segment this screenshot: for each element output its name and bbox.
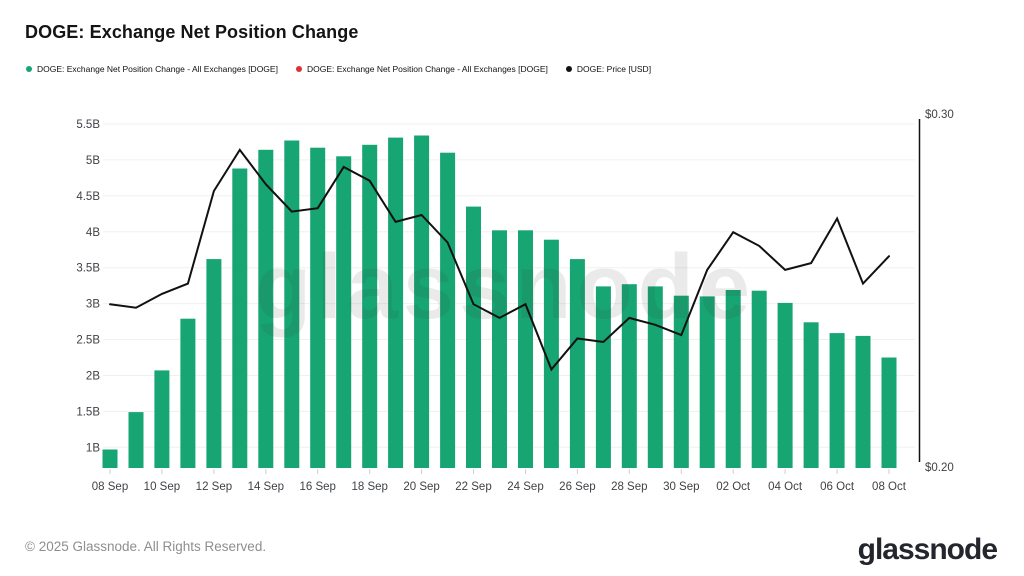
svg-text:3B: 3B — [86, 299, 100, 311]
right-axis-labels: $0.30 $0.20 — [925, 109, 954, 474]
svg-text:1B: 1B — [86, 442, 100, 454]
bar-10-sep[interactable] — [154, 370, 170, 468]
chart-legend: DOGE: Exchange Net Position Change - All… — [26, 62, 651, 76]
svg-text:2.5B: 2.5B — [76, 335, 100, 347]
bar-03-oct[interactable] — [751, 290, 767, 468]
glassnode-logo: glassnode — [857, 533, 998, 566]
svg-text:06 Oct: 06 Oct — [820, 481, 855, 493]
svg-text:22 Sep: 22 Sep — [455, 481, 491, 493]
bar-22-sep[interactable] — [466, 206, 481, 468]
bar-06-oct[interactable] — [829, 333, 845, 468]
bar-29-sep[interactable] — [647, 286, 663, 468]
bar-25-sep[interactable] — [543, 239, 559, 468]
left-axis-labels: 5.5B 5B 4.5B 4B 3.5B 3B 2.5B 2B 1.5B 1B — [76, 119, 100, 454]
x-axis-ticks — [109, 469, 890, 474]
bar-27-sep[interactable] — [595, 286, 611, 468]
bar-17-sep[interactable] — [336, 156, 352, 469]
price-line[interactable] — [109, 148, 890, 372]
svg-text:30 Sep: 30 Sep — [663, 481, 699, 493]
bar-23-sep[interactable] — [492, 230, 507, 468]
watermark-text: glassnode — [255, 236, 755, 338]
bar-11-sep[interactable] — [180, 318, 196, 468]
svg-text:2B: 2B — [86, 371, 100, 383]
svg-text:14 Sep: 14 Sep — [248, 481, 284, 493]
svg-text:08 Oct: 08 Oct — [872, 481, 907, 493]
svg-text:04 Oct: 04 Oct — [768, 481, 803, 493]
svg-text:26 Sep: 26 Sep — [559, 481, 595, 493]
svg-text:3.5B: 3.5B — [76, 263, 100, 275]
svg-text:28 Sep: 28 Sep — [611, 481, 647, 493]
bar-05-oct[interactable] — [803, 322, 819, 468]
legend-item-net-position-green[interactable]: DOGE: Exchange Net Position Change - All… — [26, 64, 278, 74]
bar-04-oct[interactable] — [777, 302, 793, 468]
svg-text:16 Sep: 16 Sep — [299, 481, 335, 493]
svg-text:4B: 4B — [86, 227, 100, 239]
svg-text:$0.20: $0.20 — [925, 462, 954, 474]
legend-item-net-position-red[interactable]: DOGE: Exchange Net Position Change - All… — [295, 64, 548, 74]
legend-label: DOGE: Exchange Net Position Change - All… — [306, 64, 548, 74]
bar-15-sep[interactable] — [284, 140, 300, 469]
svg-text:02 Oct: 02 Oct — [716, 481, 751, 493]
svg-text:$0.30: $0.30 — [925, 109, 954, 121]
bar-09-sep[interactable] — [128, 412, 144, 468]
bar-18-sep[interactable] — [362, 144, 378, 469]
bar-13-sep[interactable] — [232, 168, 248, 469]
bar-24-sep[interactable] — [518, 230, 533, 468]
bar-21-sep[interactable] — [440, 152, 456, 468]
svg-text:5B: 5B — [86, 155, 100, 167]
bar-08-oct[interactable] — [881, 357, 897, 469]
bar-12-sep[interactable] — [206, 259, 222, 468]
svg-text:10 Sep: 10 Sep — [144, 481, 180, 493]
bar-16-sep[interactable] — [310, 147, 326, 468]
x-axis-labels: 08 Sep 10 Sep 12 Sep 14 Sep 16 Sep 18 Sep 20 S… — [92, 481, 907, 493]
legend-dot-black-icon — [565, 66, 572, 72]
bar-30-sep[interactable] — [673, 295, 689, 468]
bar-01-oct[interactable] — [699, 296, 715, 468]
bar-08-sep[interactable] — [102, 449, 118, 469]
legend-label: DOGE: Price [USD] — [576, 64, 652, 74]
bar-26-sep[interactable] — [569, 259, 585, 468]
copyright-text: © 2025 Glassnode. All Rights Reserved. — [25, 539, 267, 554]
svg-text:08 Sep: 08 Sep — [92, 481, 128, 493]
svg-text:12 Sep: 12 Sep — [196, 481, 232, 493]
svg-text:4.5B: 4.5B — [76, 191, 100, 203]
svg-text:18 Sep: 18 Sep — [351, 481, 387, 493]
bar-02-oct[interactable] — [725, 290, 741, 468]
legend-dot-red-icon — [295, 66, 302, 72]
svg-text:1.5B: 1.5B — [76, 406, 100, 418]
legend-item-price[interactable]: DOGE: Price [USD] — [565, 64, 652, 74]
bar-14-sep[interactable] — [258, 149, 274, 469]
svg-text:20 Sep: 20 Sep — [403, 481, 439, 493]
bar-07-oct[interactable] — [855, 335, 871, 468]
legend-label: DOGE: Exchange Net Position Change - All… — [37, 64, 278, 74]
bar-28-sep[interactable] — [621, 284, 637, 468]
legend-dot-green-icon — [26, 66, 32, 72]
svg-text:5.5B: 5.5B — [76, 119, 100, 131]
svg-text:24 Sep: 24 Sep — [507, 481, 543, 493]
page-title: DOGE: Exchange Net Position Change — [25, 22, 359, 42]
